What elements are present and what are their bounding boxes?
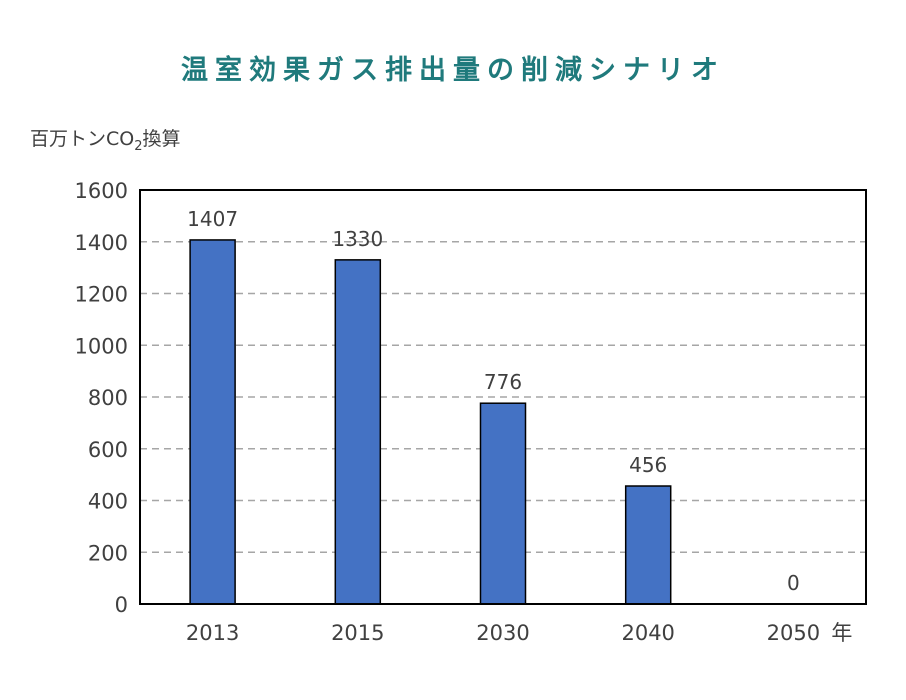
x-axis-unit-label: 年 xyxy=(831,621,852,645)
x-tick-label: 2015 xyxy=(331,621,384,645)
x-tick-label: 2040 xyxy=(621,621,674,645)
y-axis-unit-main: 百万トンCO xyxy=(30,128,135,150)
x-tick-label: 2050 xyxy=(767,621,820,645)
chart-title: 温室効果ガス排出量の削減シナリオ xyxy=(181,55,725,86)
y-axis-unit-subscript: 2 xyxy=(134,138,143,154)
data-label: 456 xyxy=(629,453,667,477)
y-tick-label: 400 xyxy=(88,490,128,514)
x-tick-label: 2013 xyxy=(186,621,239,645)
bar xyxy=(334,259,382,605)
y-tick-label: 600 xyxy=(88,438,128,462)
data-labels: 1407 1330 776 456 0 xyxy=(187,207,800,595)
y-tick-label: 1200 xyxy=(75,283,128,307)
y-axis-unit-suffix: 換算 xyxy=(142,128,181,150)
data-label: 1407 xyxy=(187,207,238,231)
y-axis-unit-label: 百万トンCO2換算 xyxy=(30,124,181,154)
y-tick-label: 200 xyxy=(88,541,128,565)
y-tick-label: 0 xyxy=(115,593,128,617)
y-tick-label: 1400 xyxy=(75,231,128,255)
data-label: 0 xyxy=(787,571,800,595)
data-label: 776 xyxy=(484,370,522,394)
y-tick-label: 1600 xyxy=(75,179,128,203)
bar xyxy=(189,239,236,605)
gridlines xyxy=(140,241,866,553)
bar xyxy=(624,485,672,605)
y-tick-label: 1000 xyxy=(75,334,128,358)
x-tick-label: 2030 xyxy=(476,621,529,645)
bars xyxy=(189,239,672,605)
axes: 0 200 400 600 800 1000 1200 1400 1600 2013 2015 203… xyxy=(75,179,867,645)
bar xyxy=(479,402,527,605)
y-tick-label: 800 xyxy=(88,386,128,410)
data-label: 1330 xyxy=(332,227,383,251)
plot-frame xyxy=(139,189,867,605)
